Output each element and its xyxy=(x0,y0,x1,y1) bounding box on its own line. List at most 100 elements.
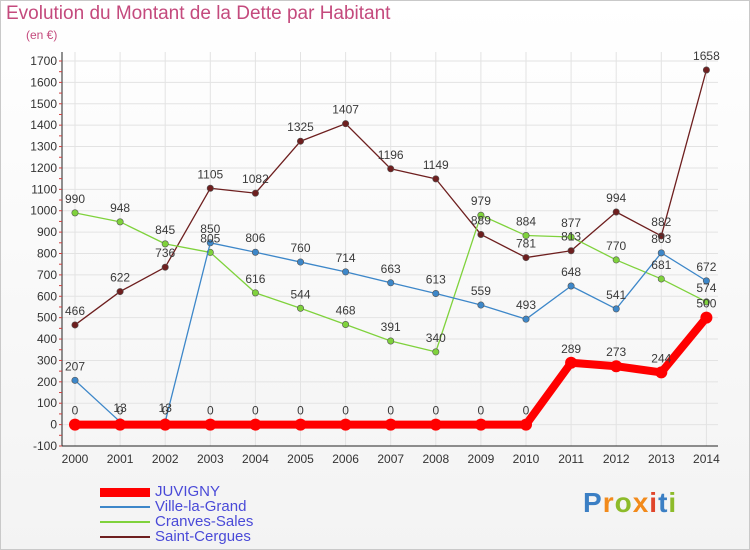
data-point xyxy=(702,298,710,306)
data-label: 0 xyxy=(207,404,214,418)
y-tick-label: 1500 xyxy=(30,97,57,111)
data-label: 0 xyxy=(478,404,485,418)
y-tick-label: 800 xyxy=(37,247,57,261)
data-label: 850 xyxy=(200,222,220,236)
data-point xyxy=(612,256,620,264)
data-label: 273 xyxy=(606,345,626,359)
data-point xyxy=(116,288,124,296)
data-label: 1105 xyxy=(197,167,223,181)
data-point xyxy=(251,248,259,256)
y-tick-label: 1700 xyxy=(30,54,57,68)
legend-label: Ville-la-Grand xyxy=(155,498,247,515)
data-point xyxy=(612,208,620,216)
y-tick-label: 500 xyxy=(37,311,57,325)
x-tick-label: 2014 xyxy=(693,452,720,466)
y-tick-label: 1400 xyxy=(30,118,57,132)
legend-label: Saint-Cergues xyxy=(155,528,251,545)
legend-label: JUVIGNY xyxy=(155,483,221,500)
data-label: 770 xyxy=(606,239,626,253)
data-point xyxy=(567,247,575,255)
y-tick-label: 900 xyxy=(37,225,57,239)
data-label: 493 xyxy=(516,298,536,312)
data-point xyxy=(116,218,124,226)
x-tick-label: 2001 xyxy=(107,452,134,466)
data-label: 613 xyxy=(426,272,446,286)
legend-swatch xyxy=(100,521,150,523)
x-tick-label: 2007 xyxy=(377,452,404,466)
y-tick-label: 700 xyxy=(37,268,57,282)
data-label: 994 xyxy=(606,191,626,205)
data-label: 806 xyxy=(245,231,265,245)
data-label: 574 xyxy=(696,281,716,295)
data-point xyxy=(432,175,440,183)
x-tick-label: 2011 xyxy=(558,452,584,466)
data-label: 13 xyxy=(159,401,173,415)
data-point xyxy=(702,66,710,74)
grid xyxy=(62,52,718,447)
x-tick-label: 2005 xyxy=(287,452,314,466)
series xyxy=(69,66,713,431)
data-point xyxy=(296,258,304,266)
data-point xyxy=(71,376,79,384)
data-label: 882 xyxy=(651,215,671,229)
data-point xyxy=(567,282,575,290)
data-label: 803 xyxy=(651,232,671,246)
data-point xyxy=(477,230,485,238)
data-label: 1325 xyxy=(287,120,314,134)
data-label: 889 xyxy=(471,213,491,227)
x-tick-label: 2002 xyxy=(152,452,179,466)
data-label: 948 xyxy=(110,201,130,215)
data-point xyxy=(296,137,304,145)
data-label: 1196 xyxy=(378,148,404,162)
data-label: 884 xyxy=(516,215,536,229)
y-tick-label: 1200 xyxy=(30,161,57,175)
data-point xyxy=(565,356,578,369)
data-label: 207 xyxy=(65,359,85,373)
data-point xyxy=(296,304,304,312)
data-point xyxy=(161,240,169,248)
data-point xyxy=(700,311,713,324)
data-point xyxy=(657,232,665,240)
data-label: 0 xyxy=(523,404,530,418)
data-point xyxy=(702,277,710,285)
data-label: 805 xyxy=(200,231,220,245)
data-point xyxy=(206,239,214,247)
data-point xyxy=(432,348,440,356)
data-point xyxy=(342,120,350,128)
data-point xyxy=(612,305,620,313)
data-label: 289 xyxy=(561,342,581,356)
y-tick-label: 0 xyxy=(50,418,57,432)
data-label: 244 xyxy=(651,351,671,365)
data-label: 340 xyxy=(426,331,446,345)
data-label: 0 xyxy=(387,404,394,418)
data-label: 990 xyxy=(65,192,85,206)
data-point xyxy=(384,418,397,431)
data-label: 813 xyxy=(561,230,581,244)
legend-item: JUVIGNY xyxy=(100,483,340,500)
data-label: 877 xyxy=(561,216,581,230)
data-label: 541 xyxy=(606,288,626,302)
y-tick-label: 1100 xyxy=(31,182,57,196)
x-tick-label: 2003 xyxy=(197,452,224,466)
proxiti-logo: Proxiti xyxy=(583,487,678,518)
data-point xyxy=(249,418,262,431)
legend-item: Ville-la-Grand xyxy=(100,498,340,515)
y-tick-label: 600 xyxy=(37,289,57,303)
y-tick-label: -100 xyxy=(33,439,57,453)
data-label: 0 xyxy=(72,404,79,418)
data-label: 845 xyxy=(155,223,175,237)
data-label: 760 xyxy=(290,241,310,255)
data-label: 622 xyxy=(110,271,130,285)
legend-swatch xyxy=(100,487,150,497)
data-point xyxy=(477,211,485,219)
y-tick-label: 400 xyxy=(37,332,57,346)
chart-title: Evolution du Montant de la Dette par Hab… xyxy=(6,3,391,24)
data-label: 500 xyxy=(696,297,716,311)
data-label: 672 xyxy=(696,260,716,274)
data-point xyxy=(204,418,217,431)
y-tick-label: 1300 xyxy=(30,140,57,154)
data-point xyxy=(159,418,172,431)
data-label: 0 xyxy=(297,404,304,418)
data-label: 648 xyxy=(561,265,581,279)
data-label: 466 xyxy=(65,304,85,318)
